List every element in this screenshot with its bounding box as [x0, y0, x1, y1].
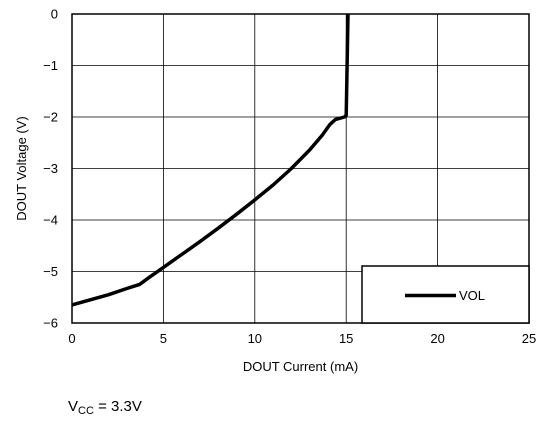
vcc-annotation: VCC = 3.3V: [68, 398, 142, 420]
y-tick-label: −1: [43, 58, 58, 73]
y-tick-label: −5: [43, 264, 58, 279]
legend: VOL: [361, 265, 530, 324]
y-tick-labels: 0 −1 −2 −3 −4 −5 −6: [43, 7, 58, 331]
annotation-subscript: CC: [78, 405, 94, 417]
y-axis-label: DOUT Voltage (V): [14, 116, 29, 221]
y-tick-label: 0: [51, 7, 58, 22]
plot-frame: [71, 13, 530, 324]
x-tick-label: 20: [430, 331, 444, 346]
y-tick-label: −2: [43, 110, 58, 125]
legend-label-vol: VOL: [459, 288, 485, 303]
x-tick-labels: 0 5 10 15 20 25: [68, 331, 536, 346]
series-layer: [72, 14, 350, 307]
x-tick-label: 15: [339, 331, 353, 346]
x-tick-label: 10: [248, 331, 262, 346]
x-tick-label: 5: [160, 331, 167, 346]
series-line-vol: [72, 14, 350, 307]
annotation-value: = 3.3V: [93, 398, 142, 415]
y-tick-label: −6: [43, 316, 58, 331]
x-axis-label: DOUT Current (mA): [243, 359, 358, 374]
y-tick-label: −4: [43, 213, 58, 228]
y-tick-label: −3: [43, 161, 58, 176]
x-tick-label: 0: [68, 331, 75, 346]
x-tick-label: 25: [522, 331, 536, 346]
annotation-base: V: [68, 398, 79, 415]
